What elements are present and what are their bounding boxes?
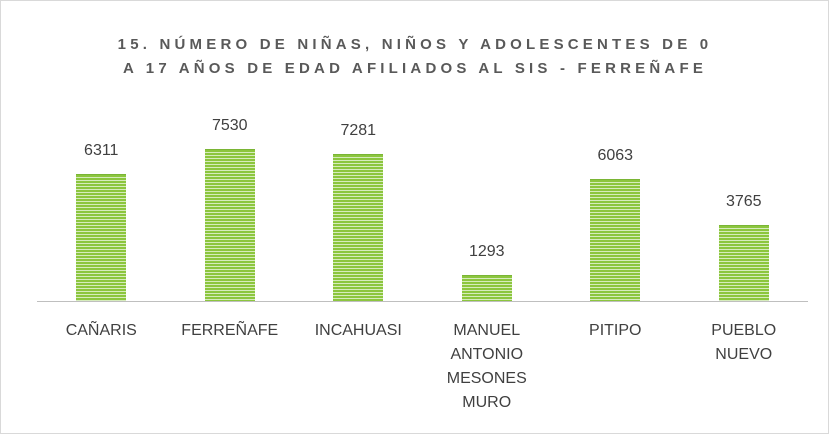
data-label: 7530 [211,117,248,135]
bar [718,225,769,301]
x-tick-label: PITIPO [589,322,642,339]
bar [76,173,127,301]
bar [333,154,384,301]
data-label: 1293 [468,242,505,260]
bar [204,149,255,301]
bar [461,274,512,301]
x-tick-label: MANUEL ANTONIO MESONES MURO [446,322,527,411]
data-label: 6311 [84,141,119,159]
x-tick-label: CAÑARIS [65,322,137,339]
x-tick-label: INCAHUASI [314,322,402,339]
x-tick-label: FERREÑAFE [181,322,279,339]
chart-title: 15. NÚMERO DE NIÑAS, NIÑOS Y ADOLESCENTE… [117,36,713,77]
bar [590,178,641,301]
data-label: 6063 [597,146,634,164]
data-label: 7281 [340,122,377,140]
data-label: 3765 [725,193,762,211]
x-tick-label: PUEBLO NUEVO [711,322,777,363]
axis-line [37,301,808,302]
